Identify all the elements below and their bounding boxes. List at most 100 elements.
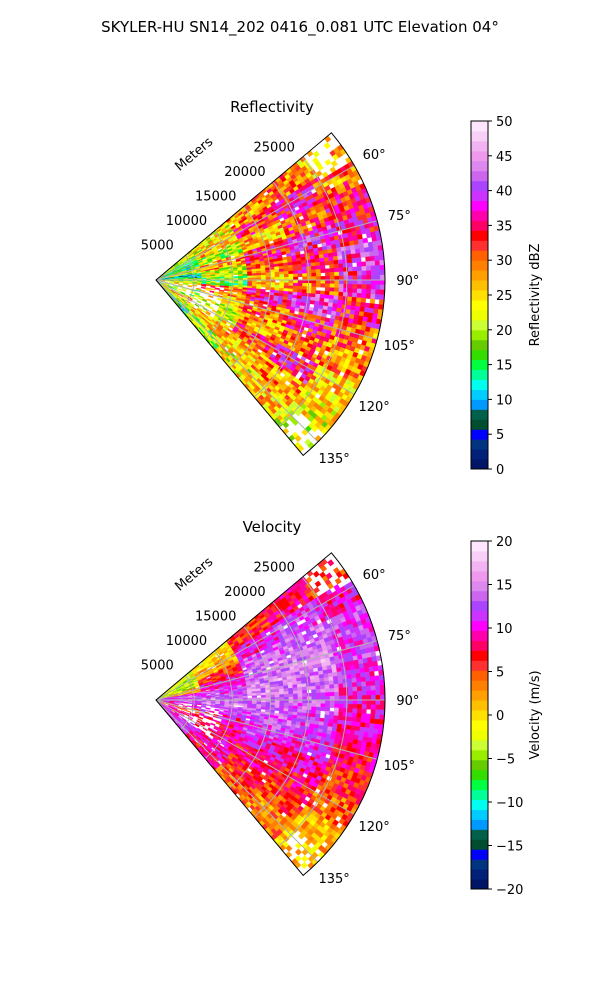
- radar-cell: [320, 692, 326, 697]
- radar-cell: [320, 290, 326, 295]
- radar-cell: [297, 687, 303, 691]
- radar-cell: [366, 270, 372, 276]
- radar-cell: [279, 691, 285, 695]
- radar-cell: [310, 289, 317, 295]
- colorbar-tick-label: 25: [496, 289, 513, 304]
- radar-cell: [323, 677, 330, 682]
- azimuth-line: [155, 165, 355, 281]
- radar-cell: [361, 704, 367, 710]
- radar-cell: [315, 269, 321, 274]
- radar-cell: [297, 267, 303, 271]
- radar-cell: [302, 689, 308, 694]
- radar-cell: [274, 707, 280, 711]
- radar-cell: [347, 288, 353, 294]
- radar-cell: [324, 688, 331, 693]
- colorbar-tick-label: 10: [496, 393, 513, 408]
- radar-cell: [311, 689, 317, 694]
- colorbar-swatch: [471, 170, 488, 182]
- colorbar-swatch: [471, 210, 488, 221]
- radar-cell: [328, 714, 335, 720]
- radar-cell: [356, 297, 362, 303]
- radar-cell: [274, 274, 280, 278]
- radar-cell: [375, 690, 381, 696]
- radar-cell: [274, 694, 280, 698]
- radar-cell: [369, 255, 376, 262]
- radar-cell: [332, 255, 339, 261]
- colorbar-tick-label: 35: [496, 219, 513, 234]
- radar-cell: [347, 686, 353, 692]
- radar-cell: [270, 282, 276, 286]
- radar-cell: [346, 716, 353, 722]
- radar-cell: [366, 704, 372, 710]
- radar-cell: [292, 285, 299, 290]
- radar-cell: [292, 687, 298, 692]
- radar-cell: [319, 681, 326, 686]
- radar-cell: [265, 282, 271, 286]
- radar-cell: [306, 696, 312, 701]
- radar-cell: [311, 283, 317, 288]
- radar-cell: [375, 274, 381, 281]
- radar-cell: [320, 706, 326, 712]
- radar-cell: [274, 271, 280, 276]
- radar-cell: [309, 300, 316, 305]
- radar-cell: [260, 692, 267, 696]
- radar-cell: [288, 687, 294, 692]
- radar-cell: [311, 279, 317, 284]
- radar-cell: [261, 282, 267, 286]
- radar-cell: [370, 690, 376, 696]
- radar-cell: [351, 673, 357, 679]
- radar-cell: [325, 695, 331, 701]
- radar-cell: [210, 697, 216, 700]
- radar-cell: [374, 680, 381, 686]
- radar-cell: [357, 699, 363, 705]
- colorbar-tick-label: 0: [496, 463, 504, 478]
- radar-cell: [370, 680, 376, 687]
- colorbar-swatch: [471, 339, 488, 351]
- radar-cell: [302, 282, 308, 287]
- radar-cell: [310, 682, 316, 687]
- radar-cell: [366, 265, 372, 272]
- radar-cell: [355, 301, 362, 308]
- radar-cell: [270, 691, 276, 696]
- radar-cell: [297, 282, 303, 287]
- radar-cell: [256, 272, 262, 276]
- radar-cell: [315, 703, 322, 708]
- radar-cell: [345, 249, 352, 256]
- radar-cell: [379, 289, 385, 296]
- radar-cell: [360, 252, 366, 258]
- radar-cell: [360, 676, 367, 683]
- radar-cell: [346, 258, 353, 264]
- radar-cell: [196, 703, 202, 706]
- radar-cell: [265, 286, 271, 291]
- radar-cell: [351, 716, 357, 723]
- radar-cell: [343, 687, 349, 693]
- radar-cell: [210, 285, 216, 288]
- radar-cell: [365, 681, 372, 687]
- radar-cell: [337, 715, 344, 721]
- radar-cell: [375, 709, 381, 715]
- radar-cell: [316, 696, 322, 701]
- radar-cell: [371, 694, 377, 701]
- panel-velocity: 60°75°90°105°120°135°5000100001500020000…: [141, 518, 543, 898]
- radar-cell: [311, 703, 317, 708]
- theta-tick-label: 105°: [384, 339, 415, 354]
- radar-cell: [338, 271, 344, 277]
- colorbar-swatch: [471, 419, 488, 430]
- radar-cell: [341, 674, 348, 680]
- radar-cell: [311, 706, 317, 711]
- radar-cell: [274, 702, 280, 706]
- radar-cell: [320, 699, 326, 704]
- radar-cell: [251, 275, 257, 279]
- radar-cell: [372, 660, 379, 667]
- colorbar-swatch: [471, 150, 488, 162]
- radar-cell: [292, 705, 299, 710]
- radar-cell: [310, 265, 317, 271]
- radar-cell: [283, 268, 289, 272]
- radar-cell: [270, 274, 276, 278]
- radar-cell: [296, 263, 303, 268]
- radar-cell: [176, 288, 182, 291]
- radar-cell: [356, 708, 363, 714]
- radar-cell: [342, 296, 348, 302]
- radar-cell: [370, 289, 376, 295]
